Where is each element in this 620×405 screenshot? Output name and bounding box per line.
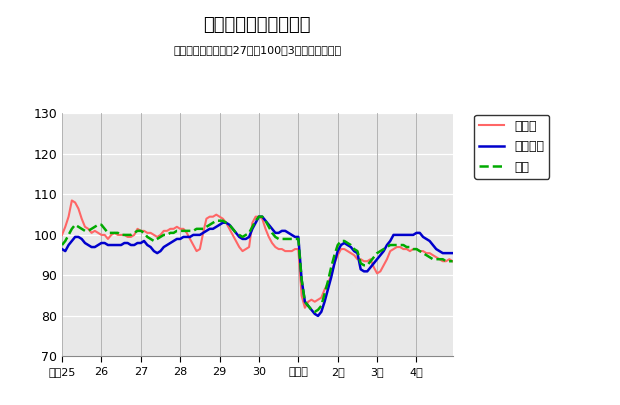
鳥取県 bbox=[301, 305, 309, 310]
中国地方 bbox=[373, 257, 381, 262]
鳥取県 bbox=[442, 259, 450, 264]
中国地方 bbox=[58, 247, 66, 252]
中国地方 bbox=[314, 313, 322, 318]
鳥取県 bbox=[373, 271, 381, 276]
全国 bbox=[373, 251, 381, 256]
Line: 中国地方: 中国地方 bbox=[62, 217, 453, 316]
全国 bbox=[278, 237, 286, 241]
中国地方 bbox=[255, 214, 263, 219]
Text: 鉱工業生産指数の推移: 鉱工業生産指数の推移 bbox=[203, 16, 311, 34]
Text: （季節調整済、平成27年＝100、3ヶ月移動平均）: （季節調整済、平成27年＝100、3ヶ月移動平均） bbox=[173, 45, 342, 55]
中国地方 bbox=[140, 239, 148, 243]
鳥取県 bbox=[334, 253, 342, 258]
全国 bbox=[449, 259, 456, 264]
中国地方 bbox=[163, 243, 170, 247]
全国 bbox=[255, 214, 263, 219]
鳥取県 bbox=[449, 259, 456, 264]
Line: 全国: 全国 bbox=[62, 217, 453, 312]
鳥取県 bbox=[278, 247, 286, 252]
全国 bbox=[58, 243, 66, 247]
中国地方 bbox=[334, 249, 342, 254]
中国地方 bbox=[449, 251, 456, 256]
中国地方 bbox=[442, 251, 450, 256]
Legend: 鳥取県, 中国地方, 全国: 鳥取県, 中国地方, 全国 bbox=[474, 115, 549, 179]
全国 bbox=[442, 259, 450, 264]
Line: 鳥取県: 鳥取県 bbox=[62, 200, 453, 308]
鳥取県 bbox=[167, 226, 174, 231]
中国地方 bbox=[278, 228, 286, 233]
全国 bbox=[163, 232, 170, 237]
鳥取県 bbox=[144, 230, 151, 235]
鳥取県 bbox=[68, 198, 76, 203]
全国 bbox=[140, 230, 148, 235]
全国 bbox=[334, 243, 342, 247]
全国 bbox=[311, 309, 319, 314]
鳥取県 bbox=[58, 232, 66, 237]
